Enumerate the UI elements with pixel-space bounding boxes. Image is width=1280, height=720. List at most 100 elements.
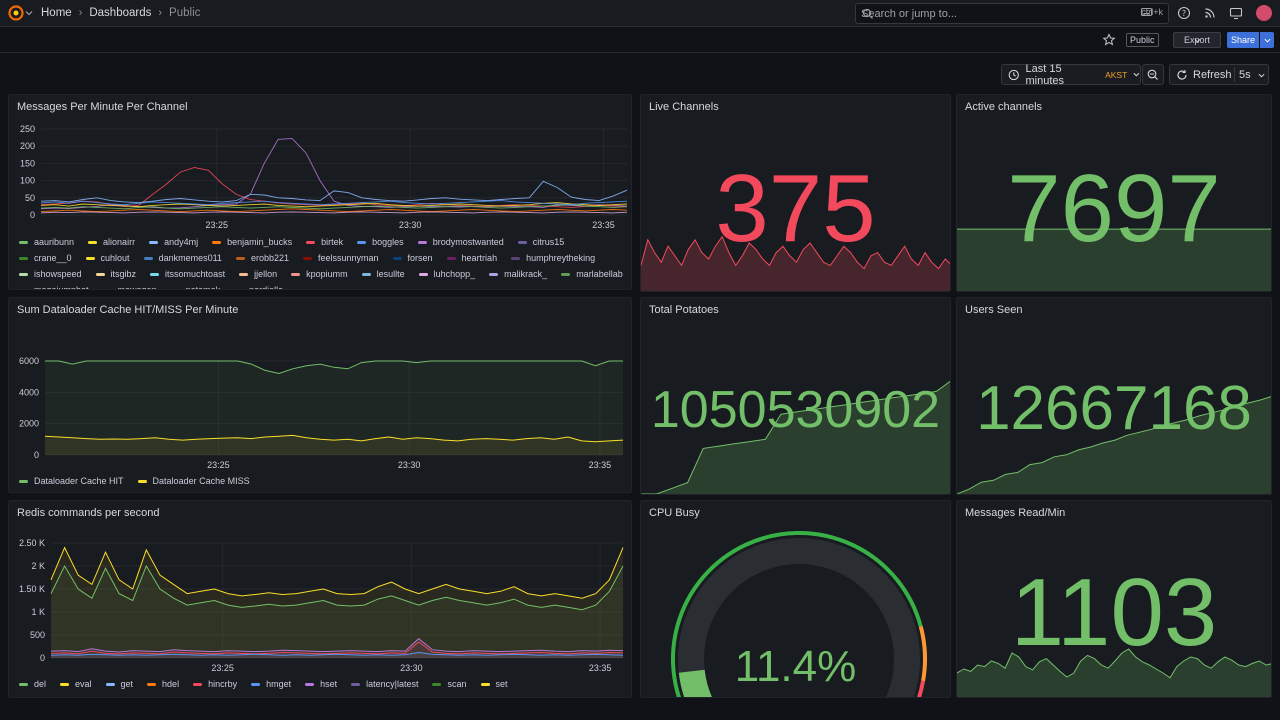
legend-item[interactable]: hdel (147, 679, 179, 689)
legend-swatch (193, 682, 203, 686)
legend-swatch (489, 272, 499, 276)
kiosk-monitor-icon[interactable] (1229, 6, 1243, 20)
panel-title[interactable]: CPU Busy (649, 507, 700, 519)
legend-item[interactable]: eval (60, 679, 92, 689)
legend-item[interactable]: lesullte (361, 269, 405, 279)
rss-feed-icon[interactable] (1203, 6, 1217, 20)
zoom-out-button[interactable] (1142, 64, 1164, 85)
panel-redis-commands: Redis commands per second 2.50 K 2 K 1.50 … (8, 500, 632, 698)
panel-title[interactable]: Total Potatoes (649, 304, 719, 316)
legend-item[interactable]: forsen (392, 253, 433, 263)
legend-item[interactable]: ishowspeed (19, 269, 82, 279)
legend-item[interactable]: erobb221 (235, 253, 289, 263)
legend-item[interactable]: itsgibz (95, 269, 136, 279)
panel-title[interactable]: Messages Per Minute Per Channel (17, 101, 188, 113)
gauge (671, 531, 927, 697)
x-tick-label: 23:30 (398, 460, 421, 470)
series-line[interactable] (40, 202, 628, 208)
legend-item[interactable]: luhchopp_ (418, 269, 475, 279)
series-line[interactable] (50, 651, 624, 656)
legend-item[interactable]: kpopiumm (291, 269, 348, 279)
refresh-button[interactable]: Refresh 5s (1169, 64, 1269, 85)
legend-swatch (212, 240, 222, 244)
series-line[interactable] (50, 546, 624, 599)
legend-item[interactable]: dankmemes011 (143, 253, 222, 263)
export-button[interactable]: Export (1173, 32, 1221, 48)
legend-item[interactable]: del (19, 679, 46, 689)
grafana-logo-icon[interactable] (8, 5, 24, 21)
legend-item[interactable]: cuhlout (85, 253, 130, 263)
messages-timeseries-chart[interactable]: 250 200 150 100 50 0 23:25 23:30 23:35 (9, 95, 632, 235)
legend-item[interactable]: alionairr (88, 237, 135, 247)
legend-item[interactable]: set (480, 679, 508, 689)
legend-item[interactable]: crane__0 (19, 253, 72, 263)
svg-text:?: ? (1182, 9, 1186, 18)
legend-swatch (147, 682, 157, 686)
search-input[interactable]: Search or jump to... ctrl+k (855, 3, 1169, 24)
legend-item[interactable]: brodymostwanted (417, 237, 504, 247)
panel-title[interactable]: Users Seen (965, 304, 1023, 316)
legend-item[interactable]: benjamin_bucks (212, 237, 292, 247)
series-line[interactable] (40, 167, 628, 208)
series-line[interactable] (50, 641, 624, 655)
panel-live-channels: Live Channels 375 (640, 94, 951, 292)
legend-item[interactable]: heartriah (446, 253, 497, 263)
legend-item[interactable]: Dataloader Cache HIT (19, 476, 124, 486)
divider (1234, 67, 1235, 82)
legend-item[interactable]: marlabellab (561, 269, 623, 279)
panel-title[interactable]: Redis commands per second (17, 507, 160, 519)
panel-title[interactable]: Active channels (965, 101, 1043, 113)
panel-title[interactable]: Live Channels (649, 101, 719, 113)
legend-item[interactable]: humphreytheking (511, 253, 595, 263)
legend-item[interactable]: itssomuchtoast (150, 269, 225, 279)
legend-item[interactable]: latency|latest (351, 679, 418, 689)
redis-timeseries-chart[interactable]: 2.50 K 2 K 1.50 K 1 K 500 0 23:25 23:30 23:35 (9, 501, 632, 679)
series-line[interactable] (40, 200, 628, 206)
series-line[interactable] (50, 638, 624, 653)
legend-item[interactable]: birtek (306, 237, 343, 247)
legend-item[interactable]: get (105, 679, 133, 689)
legend-label: mowogan (118, 285, 157, 289)
legend-item[interactable]: megajumpbot (19, 285, 89, 289)
panel-title[interactable]: Messages Read/Min (965, 507, 1066, 519)
legend-item[interactable]: scan (432, 679, 467, 689)
series-line[interactable] (40, 208, 628, 213)
cache-timeseries-chart[interactable]: 6000 4000 2000 0 23:25 23:30 23:35 (9, 298, 632, 474)
star-icon[interactable] (1102, 33, 1116, 47)
series-line[interactable] (40, 204, 628, 210)
legend-item[interactable]: nerdiella (234, 285, 283, 289)
legend-item[interactable]: andy4mj (149, 237, 198, 247)
legend-item[interactable]: malikrack_ (489, 269, 547, 279)
share-button[interactable]: Share (1227, 32, 1259, 48)
chevron-down-icon[interactable] (25, 9, 33, 17)
share-options-button[interactable] (1260, 32, 1274, 48)
sparkline (641, 235, 950, 291)
legend-item[interactable]: citrus15 (517, 237, 564, 247)
legend-item[interactable]: aauribunn (19, 237, 74, 247)
legend-item[interactable]: boggles (357, 237, 404, 247)
breadcrumb-home[interactable]: Home (41, 7, 72, 19)
legend-item[interactable]: mowogan (102, 285, 157, 289)
series-line[interactable] (40, 211, 628, 214)
legend-swatch (302, 256, 312, 260)
series-line[interactable] (44, 434, 624, 443)
refresh-interval[interactable]: 5s (1239, 68, 1251, 81)
user-avatar[interactable] (1256, 5, 1272, 21)
series-line[interactable] (40, 180, 628, 204)
legend-item[interactable]: feelssunnyman (302, 253, 379, 263)
help-icon[interactable]: ? (1177, 6, 1191, 20)
series-line[interactable] (45, 360, 623, 375)
legend-item[interactable]: hmget (251, 679, 291, 689)
breadcrumb-dashboards[interactable]: Dashboards (89, 7, 152, 19)
time-range-picker[interactable]: Last 15 minutes AKST (1001, 63, 1141, 87)
legend-item[interactable]: hincrby (193, 679, 237, 689)
x-tick-label: 23:25 (211, 663, 234, 673)
legend-item[interactable]: jjellon (239, 269, 277, 279)
legend-item[interactable]: Dataloader Cache MISS (137, 476, 250, 486)
legend-item[interactable]: hset (305, 679, 337, 689)
y-tick-label: 0 (30, 210, 35, 220)
panel-title[interactable]: Sum Dataloader Cache HIT/MISS Per Minute (17, 304, 239, 316)
chevron-down-icon[interactable] (1258, 72, 1265, 79)
series-line[interactable] (50, 564, 624, 611)
legend-item[interactable]: natemek (170, 285, 220, 289)
